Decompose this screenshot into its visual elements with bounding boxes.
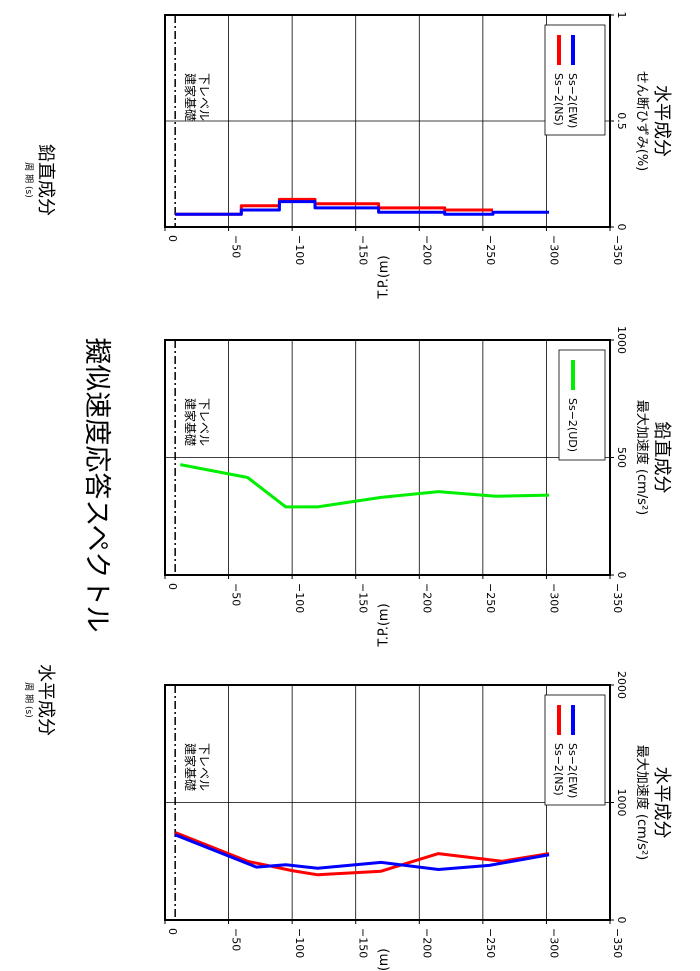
foundation-label-line2: 下レベル — [197, 743, 211, 791]
y-axis-label: T.P.(m) — [377, 948, 392, 971]
foundation-label-line1: 建家基礎 — [183, 743, 198, 791]
y-tick-label: −150 — [357, 583, 370, 613]
x-tick-label: 0 — [615, 917, 628, 924]
foundation-label-line1: 建家基礎 — [183, 73, 198, 121]
chart-caption: 水平成分 — [651, 85, 672, 157]
x-axis-label: せん断ひずみ(%) — [634, 71, 649, 172]
x-tick-label: 0.5 — [615, 112, 628, 130]
x-axis-label: 最大加速度 (cm/s²) — [634, 400, 650, 515]
x-tick-label: 1000 — [615, 326, 628, 354]
foundation-label-line2: 下レベル — [197, 73, 211, 121]
y-tick-label: −100 — [293, 235, 306, 265]
figure-title: 擬似速度応答スペクトル — [81, 337, 112, 632]
foundation-label-line1: 建家基礎 — [183, 398, 198, 446]
legend-label: Ss−2(NS) — [552, 743, 565, 796]
legend-label: Ss−2(EW) — [566, 73, 579, 128]
left-caption-small: 周 期 (s) — [23, 682, 34, 717]
chart-horizontal-acceleration: 0 −50 −100 −150 −200 −250 −300 −350 0 1000 2000 T.P… — [164, 671, 672, 971]
x-tick-label: 0 — [615, 572, 628, 579]
right-caption-small: 周 期 (s) — [23, 162, 34, 197]
y-tick-label: −300 — [547, 583, 560, 613]
x-tick-label: 2000 — [615, 671, 628, 699]
right-caption: 鉛直成分 — [35, 144, 56, 216]
chart-shear-strain: 0 −50 −100 −150 −200 −250 −300 −350 0 0.5 1 T.P.(m)… — [164, 12, 672, 300]
legend-label: Ss−2(UD) — [566, 398, 579, 452]
y-tick-label: −50 — [230, 583, 243, 606]
y-tick-label: −250 — [484, 235, 497, 265]
chart-vertical-acceleration: 0 −50 −100 −150 −200 −250 −300 −350 0 500 1000 T.P.… — [164, 326, 672, 648]
y-tick-label: −200 — [420, 928, 433, 958]
chart-caption: 水平成分 — [651, 767, 672, 839]
x-tick-label: 1000 — [615, 789, 628, 817]
y-tick-label: −150 — [357, 928, 370, 958]
y-tick-label: −100 — [293, 583, 306, 613]
y-tick-label: −50 — [230, 235, 243, 258]
y-tick-label: −350 — [611, 583, 624, 613]
y-tick-label: −300 — [547, 235, 560, 265]
y-axis-label: T.P.(m) — [377, 603, 392, 647]
legend-label: Ss−2(EW) — [566, 743, 579, 798]
series-line — [174, 831, 550, 877]
y-tick-label: −250 — [484, 583, 497, 613]
series-line — [180, 463, 550, 509]
y-tick-label: −100 — [293, 928, 306, 958]
x-axis-label: 最大加速度 (cm/s²) — [634, 745, 650, 860]
y-tick-label: −350 — [611, 235, 624, 265]
y-tick-label: 0 — [166, 235, 179, 242]
series-line — [174, 833, 550, 871]
y-tick-label: −50 — [230, 928, 243, 951]
x-tick-label: 500 — [615, 447, 628, 468]
y-tick-label: −200 — [420, 235, 433, 265]
y-tick-label: −150 — [357, 235, 370, 265]
y-tick-label: 0 — [166, 583, 179, 590]
series-line — [175, 200, 549, 216]
y-tick-label: −250 — [484, 928, 497, 958]
x-tick-label: 0 — [615, 224, 628, 231]
y-tick-label: 0 — [166, 928, 179, 935]
legend-label: Ss−2(NS) — [552, 73, 565, 126]
left-caption: 水平成分 — [35, 664, 56, 736]
chart-caption: 鉛直成分 — [651, 422, 672, 494]
legend-box — [558, 349, 606, 461]
y-tick-label: −300 — [547, 928, 560, 958]
y-axis-label: T.P.(m) — [377, 255, 392, 299]
foundation-label-line2: 下レベル — [197, 398, 211, 446]
y-tick-label: −350 — [611, 928, 624, 958]
y-tick-label: −200 — [420, 583, 433, 613]
x-tick-label: 1 — [615, 12, 628, 19]
